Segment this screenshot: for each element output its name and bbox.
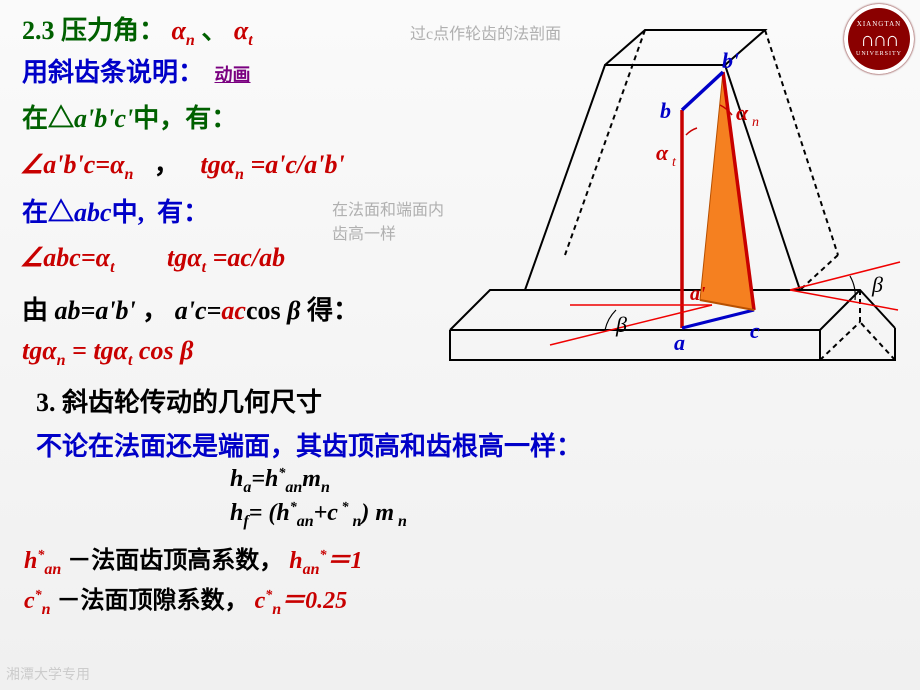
label-alpha-t: α t (656, 140, 677, 170)
eq-hf: hf= (h*an+c * n) m n (230, 500, 407, 531)
coef2: c*n －法面顶隙系数， c*n＝0.25 (24, 580, 347, 619)
title-text: 2.3 压力角： (22, 16, 165, 45)
label-c: c (750, 318, 760, 343)
label-a-prime: a' (690, 283, 706, 305)
svg-text:n: n (752, 115, 759, 130)
alpha-t: αt (234, 16, 253, 45)
eq1: ∠a'b'c=αn ， tgαn =a'c/a'b' (20, 144, 345, 184)
label-beta1: β (615, 312, 627, 337)
line3: 在△a'b'c'中，有： (22, 98, 237, 135)
label-beta2: β (871, 272, 883, 297)
label-b: b (660, 98, 671, 123)
gear-diagram: b' b α n α t a' a c β β (420, 10, 910, 370)
section3-title: 3. 斜齿轮传动的几何尺寸 (36, 382, 322, 419)
svg-text:α: α (736, 100, 749, 125)
line5: 在△abc中, 有： (22, 192, 209, 229)
coef1: h*an －法面齿顶高系数， han*＝1 (24, 540, 363, 579)
label-b-prime: b' (722, 48, 739, 73)
eq3: tgαn = tgαt cos β (22, 336, 193, 370)
watermark: 湘潭大学专用 (6, 664, 90, 684)
blue-line: 不论在法面还是端面，其齿顶高和齿根高一样： (36, 426, 582, 463)
eq-ha: ha=h*anmn (230, 466, 330, 497)
label-alpha-n: α n (736, 100, 759, 130)
line7: 由 ab=a'b' ， a'c=accos β 得： (22, 290, 359, 327)
line2: 用斜齿条说明： 动画 (22, 52, 251, 89)
label-a: a (674, 330, 685, 355)
animation-link[interactable]: 动画 (215, 65, 251, 85)
svg-text:α: α (656, 140, 669, 165)
svg-text:t: t (672, 155, 677, 170)
eq2: ∠abc=αt tgαt =ac/ab (20, 243, 285, 277)
slide: { "title_prefix": "2.3 压力角：", "title_alp… (0, 0, 920, 690)
alpha-n: αn (172, 16, 202, 45)
title: 2.3 压力角： αn 、 αt (22, 10, 253, 50)
